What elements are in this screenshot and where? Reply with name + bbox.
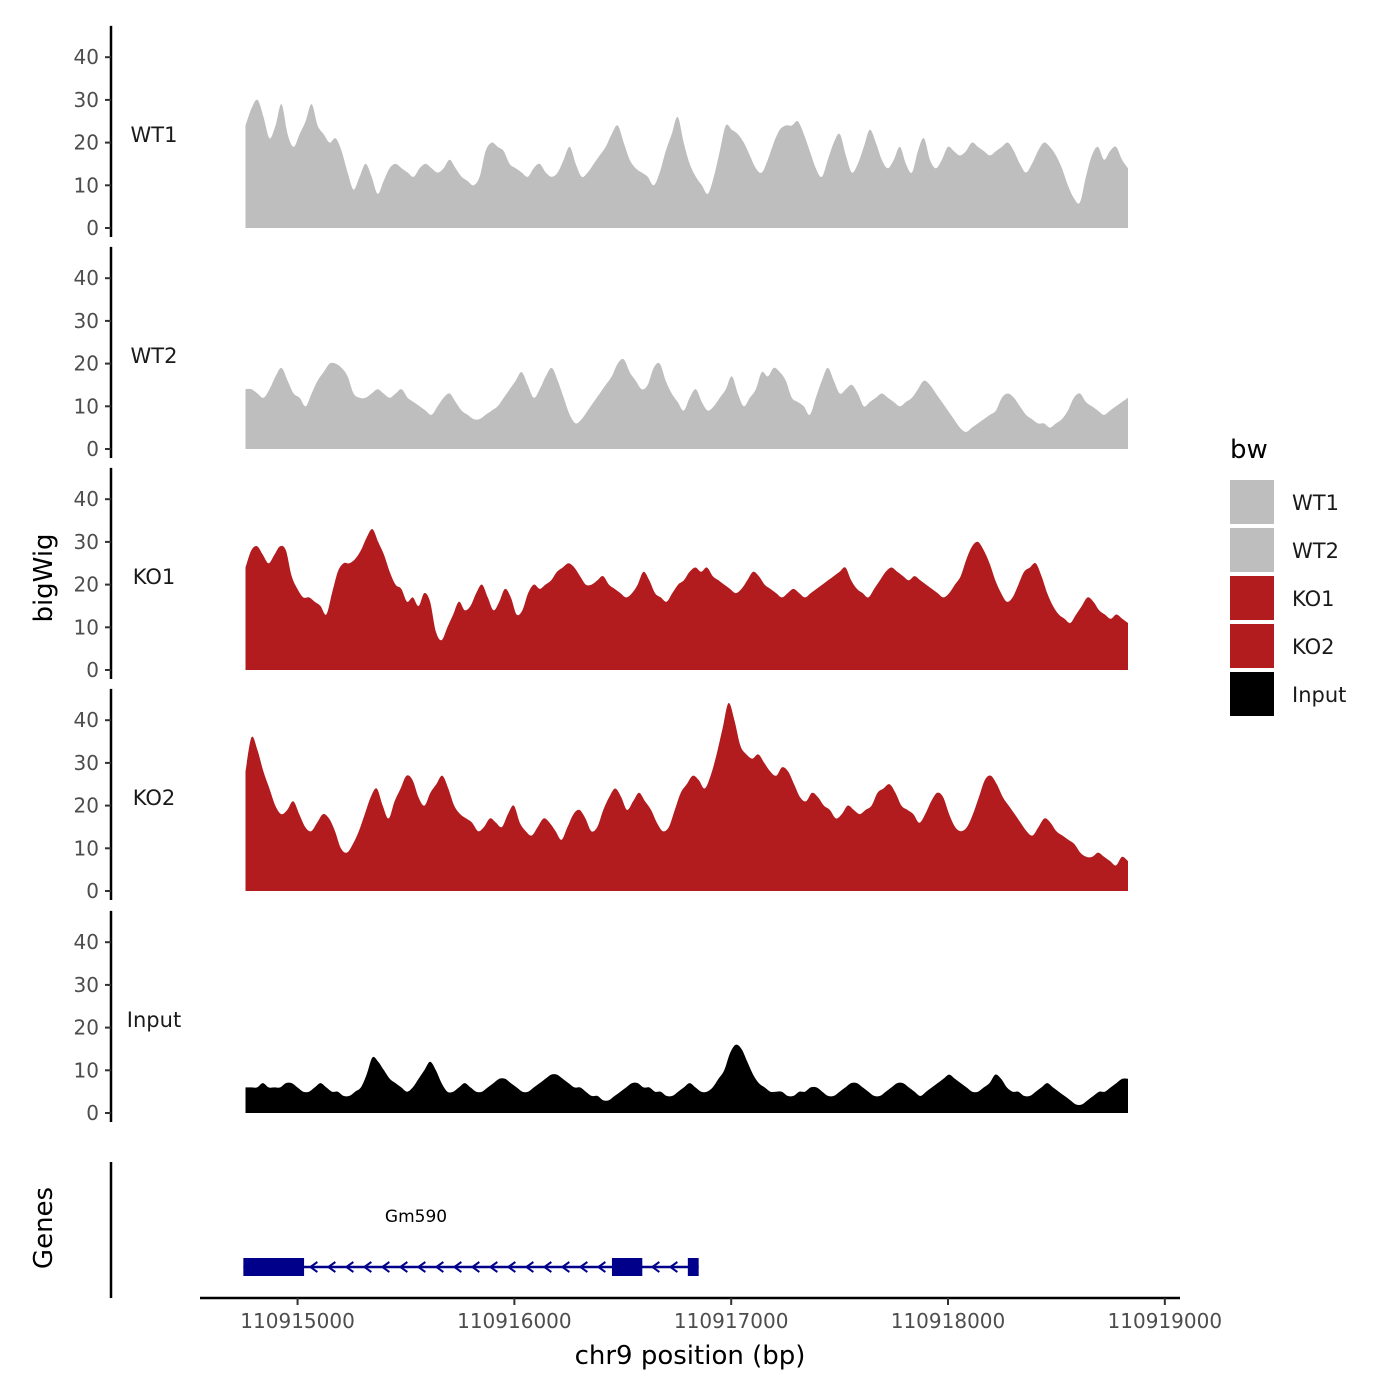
y-tick-label: 40 (74, 708, 99, 732)
track-ko1: 0 10 20 30 40 KO1 (74, 467, 1128, 682)
x-tick-label: 110918000 (891, 1309, 1006, 1333)
track-ko2: 0 10 20 30 40 KO2 (74, 688, 1128, 903)
x-axis: 110915000 110916000 110917000 110918000 1109… (200, 1296, 1223, 1333)
legend-label: KO2 (1292, 635, 1335, 659)
y-tick-label: 30 (74, 973, 99, 997)
strand-arrow (578, 1261, 588, 1273)
coverage-area-ko1 (245, 529, 1128, 670)
coverage-tracks: 0 10 20 30 40 WT1 0 10 20 30 40 WT2 0 10 20 30 40 KO1 0 10 2… (74, 25, 1128, 1125)
y-tick-label: 30 (74, 88, 99, 112)
x-tick-label: 110919000 (1108, 1309, 1223, 1333)
y-tick-label: 40 (74, 487, 99, 511)
strand-arrow (326, 1261, 336, 1273)
y-tick-label: 40 (74, 45, 99, 69)
y-tick-label: 10 (74, 836, 99, 860)
track-wt2: 0 10 20 30 40 WT2 (74, 246, 1128, 461)
legend-entry-ko1: KO1 (1230, 576, 1335, 620)
y-tick-label: 10 (74, 615, 99, 639)
y-tick-label: 0 (86, 1101, 99, 1125)
y-tick-label: 40 (74, 266, 99, 290)
strand-arrow (668, 1261, 678, 1273)
x-tick-label: 110915000 (240, 1309, 355, 1333)
legend-title: bw (1230, 435, 1268, 465)
legend-swatch (1230, 672, 1274, 716)
strand-arrow (362, 1261, 372, 1273)
legend-entry-input: Input (1230, 672, 1346, 716)
strand-arrow (506, 1261, 516, 1273)
strand-arrow (650, 1261, 660, 1273)
y-tick-label: 20 (74, 573, 99, 597)
y-tick-label: 0 (86, 658, 99, 682)
legend-entry-ko2: KO2 (1230, 624, 1335, 668)
y-tick-label: 0 (86, 437, 99, 461)
strand-arrow (524, 1261, 534, 1273)
y-tick-label: 0 (86, 879, 99, 903)
y-tick-label: 30 (74, 530, 99, 554)
gene-track: Genes Gm590 (29, 1162, 699, 1298)
coverage-area-wt2 (245, 358, 1128, 449)
y-tick-label: 20 (74, 131, 99, 155)
strand-arrow (470, 1261, 480, 1273)
strand-arrow (452, 1261, 462, 1273)
track-label: KO1 (133, 565, 176, 589)
legend-label: WT1 (1292, 491, 1339, 515)
y-tick-label: 10 (74, 1058, 99, 1082)
y-tick-label: 30 (74, 309, 99, 333)
gene-exon (687, 1258, 699, 1276)
legend-swatch (1230, 480, 1274, 524)
track-label: WT1 (131, 123, 178, 147)
y-tick-label: 20 (74, 794, 99, 818)
track-input: 0 10 20 30 40 Input (74, 910, 1128, 1125)
legend-swatch (1230, 576, 1274, 620)
strand-arrow (434, 1261, 444, 1273)
y-tick-label: 40 (74, 930, 99, 954)
x-axis-title: chr9 position (bp) (575, 1341, 806, 1371)
y-tick-label: 20 (74, 1016, 99, 1040)
gene-track-title: Genes (29, 1187, 59, 1269)
x-tick-label: 110917000 (674, 1309, 789, 1333)
strand-arrow (542, 1261, 552, 1273)
strand-arrow (380, 1261, 390, 1273)
y-tick-label: 0 (86, 216, 99, 240)
track-wt1: 0 10 20 30 40 WT1 (74, 25, 1128, 240)
strand-arrow (488, 1261, 498, 1273)
gene-model: Gm590 (243, 1207, 699, 1276)
coverage-area-input (245, 1044, 1128, 1113)
y-tick-label: 20 (74, 352, 99, 376)
track-label: KO2 (133, 786, 176, 810)
legend-swatch (1230, 624, 1274, 668)
y-axis-title: bigWig (29, 533, 59, 622)
x-tick-label: 110916000 (457, 1309, 572, 1333)
strand-arrow (344, 1261, 354, 1273)
y-tick-label: 10 (74, 173, 99, 197)
coverage-area-ko2 (245, 702, 1128, 891)
coverage-area-wt1 (245, 99, 1128, 229)
strand-arrow (416, 1261, 426, 1273)
strand-arrow (596, 1261, 606, 1273)
track-label: WT2 (131, 344, 178, 368)
legend-entry-wt1: WT1 (1230, 480, 1339, 524)
legend-entry-wt2: WT2 (1230, 528, 1339, 572)
legend-label: WT2 (1292, 539, 1339, 563)
strand-arrow (398, 1261, 408, 1273)
track-label: Input (127, 1008, 181, 1032)
gene-exon (243, 1258, 305, 1276)
gene-label: Gm590 (385, 1207, 447, 1227)
gene-exon (611, 1258, 643, 1276)
strand-arrow (308, 1261, 318, 1273)
strand-arrow (560, 1261, 570, 1273)
y-tick-label: 10 (74, 394, 99, 418)
legend: bw WT1 WT2 KO1 KO2 Input (1230, 435, 1346, 716)
legend-swatch (1230, 528, 1274, 572)
legend-label: KO1 (1292, 587, 1335, 611)
legend-label: Input (1292, 683, 1346, 707)
y-tick-label: 30 (74, 751, 99, 775)
